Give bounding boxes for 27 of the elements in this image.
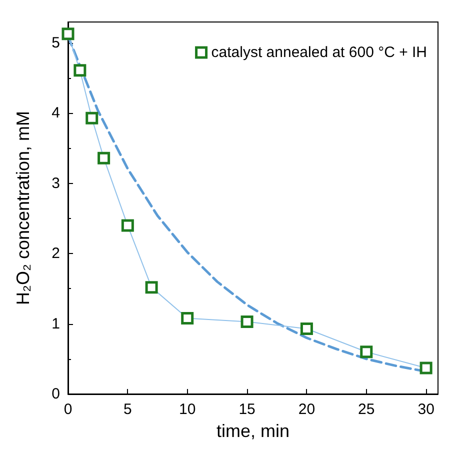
point [145, 281, 158, 294]
point [121, 219, 134, 232]
y-tick-label: 1 [52, 315, 60, 332]
x-tick-label: 20 [298, 401, 316, 418]
point [300, 322, 313, 335]
point [420, 362, 432, 374]
y-tick-label: 3 [52, 174, 60, 192]
y-tick-label: 2 [52, 245, 60, 262]
x-tick-label: 0 [64, 401, 72, 418]
point [62, 28, 74, 40]
y-axis-title: H₂O₂ concentration, mM [13, 110, 33, 306]
y-tick-label: 5 [52, 34, 60, 52]
x-tick-label: 30 [418, 401, 434, 418]
y-tick-label: 0 [52, 386, 60, 402]
point [74, 64, 86, 77]
point [98, 152, 110, 164]
y-tick-label: 4 [52, 104, 60, 122]
legend-label: catalyst annealed at 600 °C + IH [211, 44, 428, 61]
point [360, 346, 373, 358]
point [240, 315, 254, 328]
x-axis-title: time, min [216, 421, 290, 441]
x-tick-label: 25 [358, 401, 375, 418]
point [181, 312, 194, 324]
x-tick-label: 15 [238, 401, 256, 418]
x-tick-label: 10 [179, 401, 196, 418]
point [86, 112, 98, 124]
x-tick-label: 5 [124, 401, 132, 418]
